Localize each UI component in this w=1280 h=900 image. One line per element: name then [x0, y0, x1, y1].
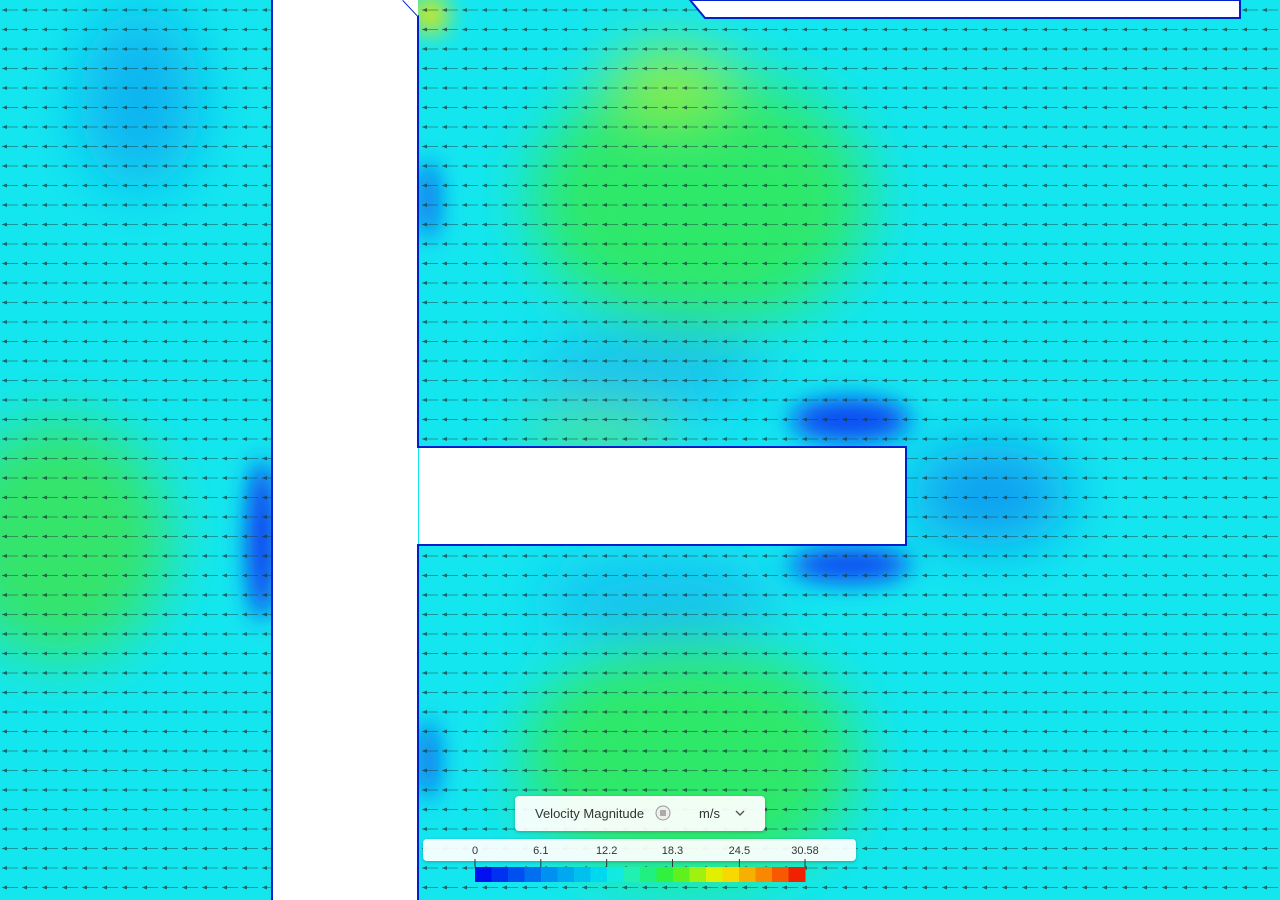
unit-selector[interactable]: m/s — [699, 806, 720, 821]
geometry — [271, 0, 1241, 900]
chevron[interactable] — [734, 808, 746, 818]
legend-title: Velocity Magnitude — [535, 806, 645, 821]
legend-scale — [423, 839, 856, 861]
legend-header[interactable]: Velocity Magnitude m/s — [515, 796, 765, 831]
settings-icon[interactable] — [655, 805, 671, 821]
